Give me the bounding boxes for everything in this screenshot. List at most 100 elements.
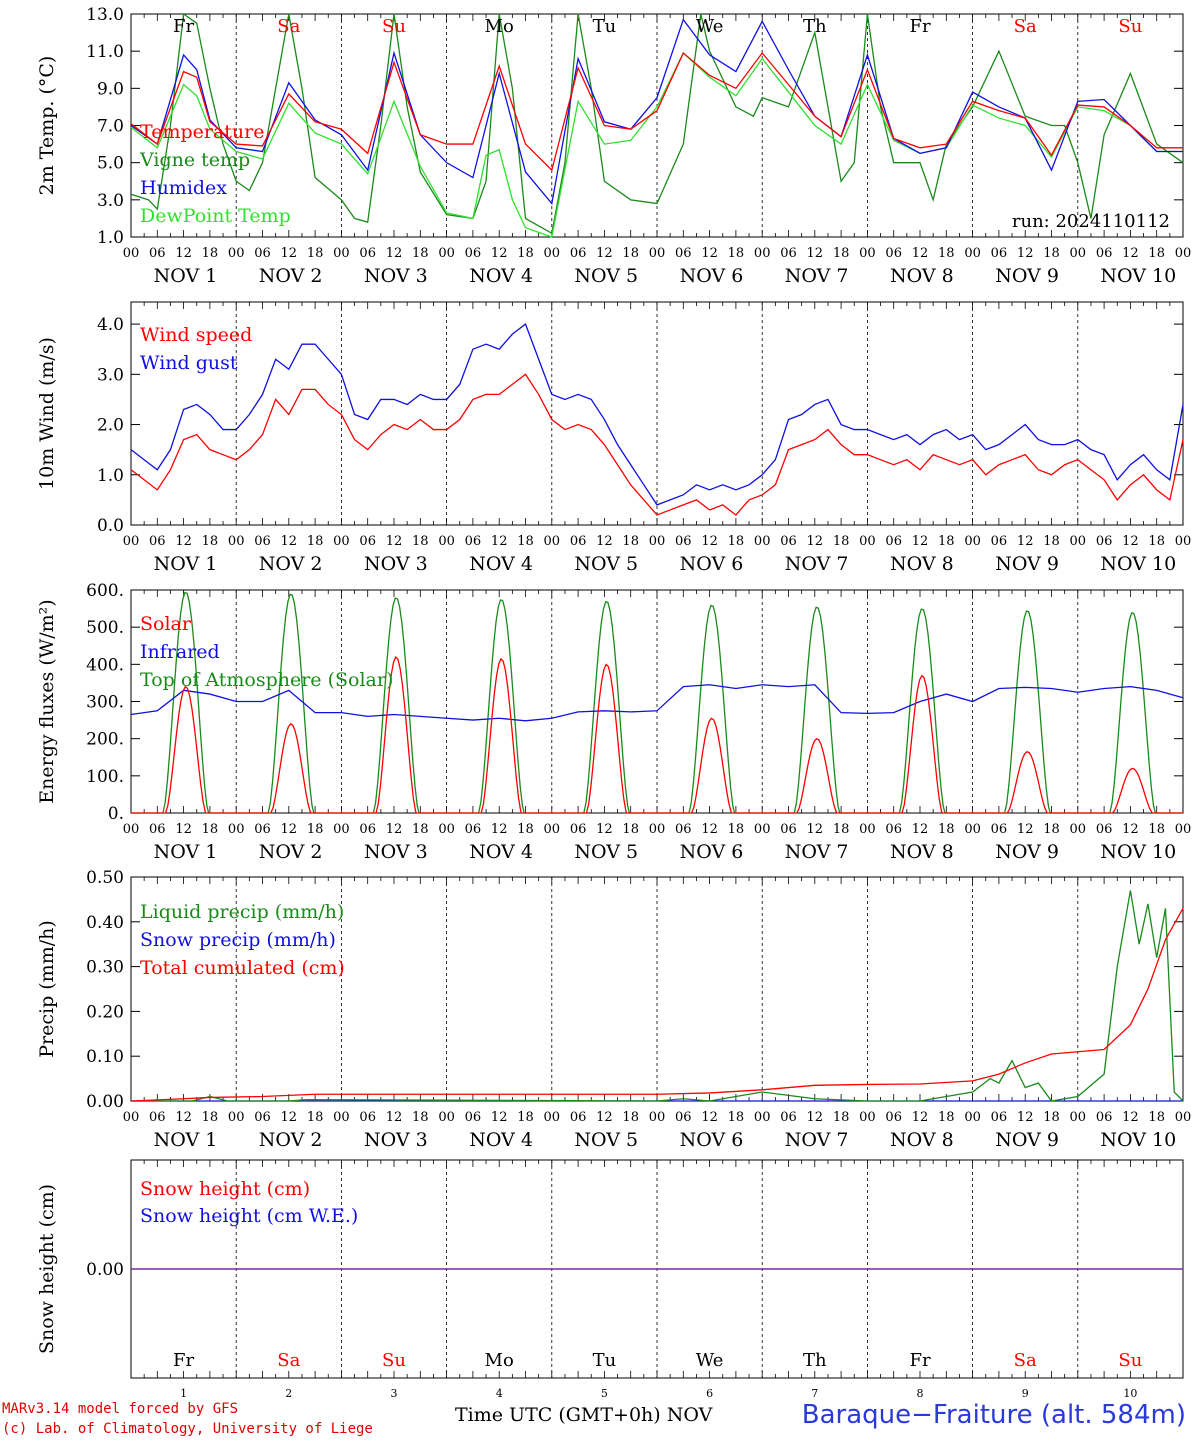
hour-label: 06 [359,1110,376,1125]
hour-label: 12 [1017,534,1034,549]
hour-label: 18 [622,1110,639,1125]
hour-label: 00 [228,246,245,261]
date-label: NOV 8 [890,553,954,575]
hour-label: 06 [254,246,271,261]
hour-label: 18 [728,246,745,261]
hour-label: 00 [544,534,561,549]
hour-label: 12 [281,534,298,549]
y-tick-label: 1.0 [97,466,124,486]
hour-label: 06 [1096,246,1113,261]
time-axis-label: Time UTC (GMT+0h) NOV [455,1404,712,1426]
bottom-day-number: 9 [1022,1387,1029,1400]
hour-label: 12 [491,534,508,549]
hour-label: 12 [701,1110,718,1125]
hour-label: 18 [1043,534,1060,549]
hour-label: 00 [333,1110,350,1125]
date-label: NOV 10 [1100,265,1176,287]
date-label: NOV 6 [680,841,744,863]
solar-line [131,655,1183,814]
hour-label: 18 [938,534,955,549]
hour-label: 06 [1096,534,1113,549]
legend-entry: DewPoint Temp [140,205,291,227]
hour-label: 06 [991,534,1008,549]
y-tick-label: 0.00 [86,1092,124,1112]
wind-speed-line [130,373,1184,516]
hour-label: 06 [1096,822,1113,837]
day-name-label: Mo [485,16,514,37]
y-axis-label: Snow height (cm) [36,1184,58,1354]
y-axis-label: Energy fluxes (W/m²) [36,599,58,803]
date-label: NOV 7 [785,1129,849,1151]
hour-label: 06 [149,822,166,837]
hour-label: 12 [807,822,824,837]
y-tick-label: 0.40 [86,913,124,933]
bottom-day-number: 8 [917,1387,924,1400]
date-label: NOV 5 [574,553,638,575]
date-label: NOV 9 [995,1129,1059,1151]
total-cumulated-cm--line [130,908,1184,1102]
hour-label: 06 [359,822,376,837]
hour-label: 12 [807,534,824,549]
hour-label: 12 [281,246,298,261]
y-tick-label: 9.0 [97,79,124,99]
hour-label: 18 [202,822,219,837]
hour-label: 12 [596,822,613,837]
hour-label: 18 [622,246,639,261]
day-name-label: Su [1118,16,1142,37]
hour-label: 12 [175,822,192,837]
hour-label: 18 [412,1110,429,1125]
panel-3-frame [130,589,1184,814]
legend-entry: Wind speed [140,324,252,346]
y-tick-label: 500. [86,618,124,638]
hour-label: 06 [885,822,902,837]
hour-label: 18 [622,822,639,837]
hour-label: 06 [254,822,271,837]
hour-label: 18 [938,822,955,837]
date-label: NOV 8 [890,265,954,287]
y-tick-label: 11.0 [86,42,124,62]
hour-label: 00 [1070,822,1087,837]
hour-label: 12 [175,1110,192,1125]
hour-label: 00 [964,1110,981,1125]
y-tick-label: 1.0 [97,228,124,248]
y-axis-label: Precip (mm/h) [36,920,58,1058]
hour-label: 00 [649,246,666,261]
hour-label: 06 [149,534,166,549]
y-tick-label: 4.0 [97,315,124,335]
hour-label: 12 [1017,1110,1034,1125]
hour-label: 12 [912,1110,929,1125]
hour-label: 00 [754,246,771,261]
y-tick-label: 400. [86,655,124,675]
bottom-day-name: Tu [593,1350,617,1371]
y-tick-label: 0. [108,804,124,824]
hour-label: 18 [1148,246,1165,261]
run-label: run: 2024110112 [1012,211,1170,232]
hour-label: 12 [1017,246,1034,261]
day-name-label: We [696,16,724,37]
hour-label: 06 [149,1110,166,1125]
date-label: NOV 4 [469,1129,533,1151]
hour-label: 00 [1175,1110,1192,1125]
hour-label: 00 [333,534,350,549]
hour-label: 00 [649,1110,666,1125]
hour-label: 06 [359,246,376,261]
hour-label: 12 [912,534,929,549]
hour-label: 00 [333,822,350,837]
hour-label: 12 [807,1110,824,1125]
day-name-label: Sa [1014,16,1037,37]
legend-entry: Infrared [140,641,220,663]
hour-label: 00 [123,246,140,261]
date-label: NOV 1 [154,841,218,863]
y-tick-label: 3.0 [97,191,124,211]
hour-label: 18 [412,246,429,261]
day-name-label: Th [803,16,827,37]
date-label: NOV 10 [1100,841,1176,863]
hour-label: 12 [175,534,192,549]
date-label: NOV 2 [259,553,323,575]
date-label: NOV 8 [890,841,954,863]
hour-label: 00 [964,246,981,261]
hour-label: 18 [728,1110,745,1125]
hour-label: 06 [254,534,271,549]
hour-label: 00 [754,822,771,837]
